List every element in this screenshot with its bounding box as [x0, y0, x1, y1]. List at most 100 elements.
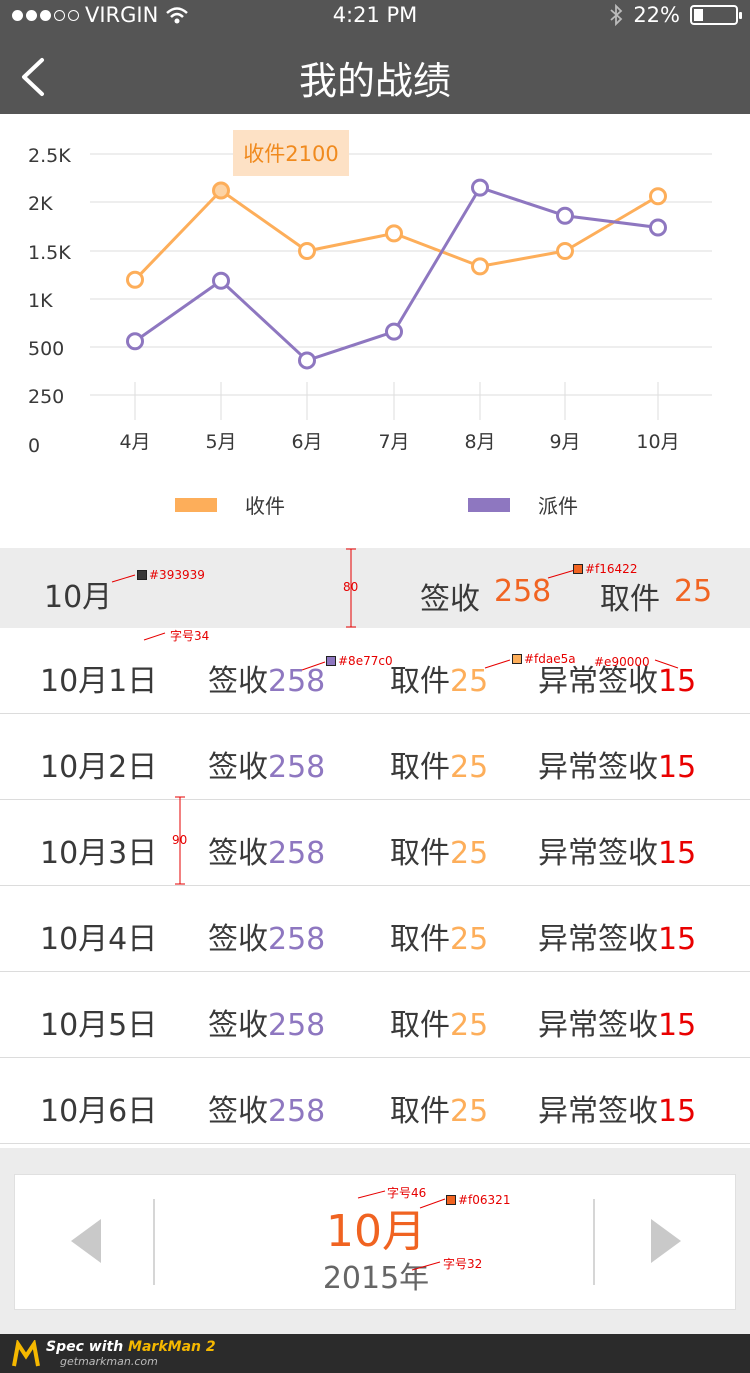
top-bar: VIRGIN 4:21 PM 22% 我的战绩: [0, 0, 750, 114]
day-date: 10月2日: [40, 750, 158, 785]
day-take: 取件25: [390, 664, 489, 699]
annotation-color-month: #f06321: [446, 1193, 510, 1207]
y-tick-label: 250: [28, 386, 64, 408]
chart-legend: 收件 派件: [0, 490, 750, 520]
wifi-icon: [166, 7, 189, 24]
data-point: [298, 351, 316, 370]
summary-take-label: 取件: [600, 582, 660, 617]
day-abnormal: 异常签收15: [538, 836, 697, 871]
data-point: [212, 271, 230, 290]
footer-spec-text: Spec with MarkMan 2: [46, 1339, 216, 1355]
data-point: [298, 242, 316, 260]
legend-label-receive: 收件: [245, 494, 285, 518]
day-abnormal: 异常签收15: [538, 1094, 697, 1129]
data-point: [126, 332, 144, 351]
picker-divider-left: [153, 1199, 155, 1285]
annotation-height-header: 80: [343, 580, 359, 594]
day-sign: 签收258: [208, 1094, 326, 1129]
data-point: [471, 257, 489, 276]
list-item[interactable]: 10月2日 签收258 取件25 异常签收15: [0, 714, 750, 800]
legend-label-deliver: 派件: [538, 494, 578, 518]
markman-logo-icon: [12, 1340, 40, 1367]
data-point: [556, 242, 574, 260]
battery-percent: 22%: [633, 3, 680, 27]
day-date: 10月6日: [40, 1094, 158, 1129]
day-take: 取件25: [390, 836, 489, 871]
legend-item-receive[interactable]: 收件: [175, 490, 285, 519]
legend-swatch-deliver: [468, 497, 510, 512]
summary-take-value: 25: [674, 574, 713, 609]
data-point: [649, 218, 667, 237]
back-button[interactable]: [14, 54, 54, 100]
legend-item-deliver[interactable]: 派件: [468, 490, 578, 519]
day-sign: 签收258: [208, 836, 326, 871]
month-picker: 10月 2015年: [14, 1174, 736, 1310]
day-abnormal: 异常签收15: [538, 922, 697, 957]
annotation-size-list: 字号34: [170, 629, 210, 643]
triangle-right-icon[interactable]: [651, 1219, 681, 1263]
data-point: [385, 322, 403, 341]
x-tick-label: 6月: [291, 431, 322, 453]
list-item[interactable]: 10月6日 签收258 取件25 异常签收15: [0, 1058, 750, 1144]
triangle-left-icon[interactable]: [71, 1219, 101, 1263]
day-take: 取件25: [390, 750, 489, 785]
summary-month: 10月: [44, 580, 113, 615]
x-tick-label: 5月: [205, 431, 236, 453]
status-right: 22%: [609, 3, 742, 27]
picker-year[interactable]: 2015年: [322, 1261, 430, 1296]
picker-month[interactable]: 10月: [326, 1206, 426, 1257]
annotation-color-orange-light: #fdae5a: [512, 652, 576, 666]
month-summary: 10月 签收 258 取件 25: [0, 548, 750, 628]
list-item[interactable]: 10月1日 签收258 取件25 异常签收15: [0, 628, 750, 714]
summary-taken: 取件 25: [600, 574, 712, 618]
summary-signed: 签收 258: [420, 574, 551, 618]
signal-dots-icon: [12, 9, 79, 21]
battery-icon: [690, 5, 742, 25]
day-take: 取件25: [390, 1094, 489, 1129]
day-date: 10月5日: [40, 1008, 158, 1043]
bluetooth-icon: [610, 4, 623, 26]
day-sign: 签收258: [208, 1008, 326, 1043]
list-item[interactable]: 10月5日 签收258 取件25 异常签收15: [0, 972, 750, 1058]
day-date: 10月4日: [40, 922, 158, 957]
day-date: 10月3日: [40, 836, 158, 871]
x-tick-label: 10月: [636, 431, 679, 453]
line-chart: 0 250 500 1K 1.5K 2K 2.5K 4月 5月 6月 7月 8月 9月 10月 收件2100: [28, 130, 712, 457]
x-tick-label: 4月: [119, 431, 150, 453]
x-tick-label: 7月: [378, 431, 409, 453]
y-tick-label: 1K: [28, 290, 53, 312]
status-time: 4:21 PM: [332, 3, 418, 27]
data-point: [649, 187, 667, 206]
footer-url: getmarkman.com: [60, 1355, 158, 1368]
day-abnormal: 异常签收15: [538, 1008, 697, 1043]
carrier-name: VIRGIN: [85, 3, 159, 27]
day-take: 取件25: [390, 1008, 489, 1043]
x-tick-label: 9月: [549, 431, 580, 453]
performance-chart: 0 250 500 1K 1.5K 2K 2.5K 4月 5月 6月 7月 8月 9月 10月 收件2100…: [0, 114, 750, 548]
annotation-color-orange-strong: #f16422: [573, 562, 637, 576]
data-point: [212, 181, 230, 200]
y-tick-label: 0: [28, 435, 40, 457]
list-item[interactable]: 10月4日 签收258 取件25 异常签收15: [0, 886, 750, 972]
summary-sign-label: 签收: [420, 582, 480, 617]
chevron-left-icon: [22, 58, 44, 96]
annotation-color-purple: #8e77c0: [326, 654, 393, 668]
x-tick-label: 8月: [464, 431, 495, 453]
day-abnormal: 异常签收15: [538, 750, 697, 785]
day-take: 取件25: [390, 922, 489, 957]
tooltip-box: [233, 130, 349, 176]
summary-sign-value: 258: [494, 574, 552, 609]
legend-swatch-receive: [175, 497, 217, 512]
tooltip-label: 收件2100: [243, 142, 338, 166]
annotation-size-month: 字号46: [387, 1186, 427, 1200]
day-abnormal: 异常签收15: [538, 664, 697, 699]
list-item[interactable]: 10月3日 签收258 取件25 异常签收15: [0, 800, 750, 886]
y-tick-label: 1.5K: [28, 242, 71, 264]
markman-footer: Spec with MarkMan 2 getmarkman.com: [0, 1334, 750, 1373]
daily-list: 10月1日 签收258 取件25 异常签收15 10月2日 签收258 取件25…: [0, 628, 750, 1144]
day-sign: 签收258: [208, 750, 326, 785]
day-date: 10月1日: [40, 664, 158, 699]
day-sign: 签收258: [208, 664, 326, 699]
annotation-color-red: #e90000: [594, 655, 650, 669]
status-bar: VIRGIN 4:21 PM 22%: [0, 0, 750, 32]
